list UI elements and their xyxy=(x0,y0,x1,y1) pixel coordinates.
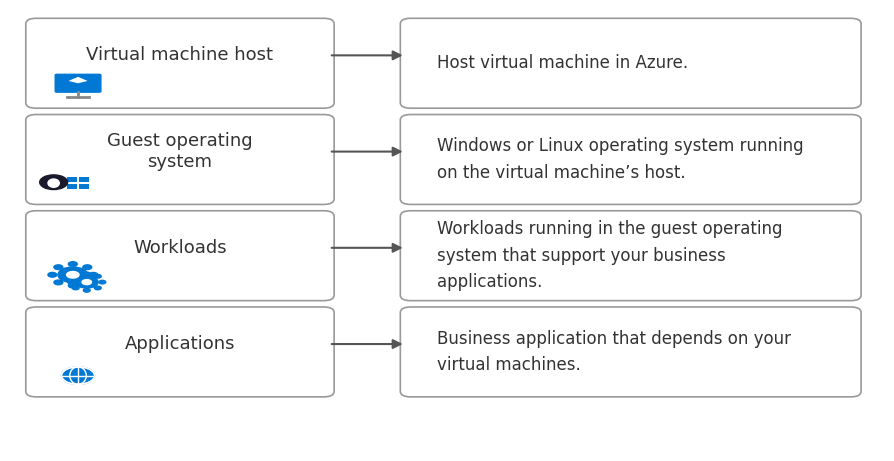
Circle shape xyxy=(95,286,101,290)
Ellipse shape xyxy=(48,179,59,187)
Circle shape xyxy=(39,175,68,189)
Text: Host virtual machine in Azure.: Host virtual machine in Azure. xyxy=(437,54,688,72)
Text: Applications: Applications xyxy=(124,335,235,353)
Circle shape xyxy=(66,272,79,278)
Text: Virtual machine host: Virtual machine host xyxy=(87,47,274,65)
FancyBboxPatch shape xyxy=(26,211,334,301)
Text: Guest operating
system: Guest operating system xyxy=(107,132,253,171)
Circle shape xyxy=(83,265,92,270)
Circle shape xyxy=(72,286,79,290)
Circle shape xyxy=(83,289,90,292)
FancyBboxPatch shape xyxy=(80,184,89,189)
FancyBboxPatch shape xyxy=(26,18,334,108)
Circle shape xyxy=(58,267,88,283)
Circle shape xyxy=(48,272,57,277)
Circle shape xyxy=(89,272,97,277)
FancyBboxPatch shape xyxy=(67,184,77,189)
Circle shape xyxy=(72,274,79,278)
Circle shape xyxy=(68,262,77,266)
Circle shape xyxy=(83,280,92,285)
Polygon shape xyxy=(69,77,88,83)
Circle shape xyxy=(68,280,74,284)
Circle shape xyxy=(82,280,91,284)
FancyBboxPatch shape xyxy=(26,307,334,397)
FancyBboxPatch shape xyxy=(26,114,334,204)
Circle shape xyxy=(54,265,63,270)
FancyBboxPatch shape xyxy=(401,211,861,301)
Text: Business application that depends on your
virtual machines.: Business application that depends on you… xyxy=(437,330,791,374)
Circle shape xyxy=(54,280,63,285)
Circle shape xyxy=(75,276,98,288)
Circle shape xyxy=(62,367,95,384)
Text: Windows or Linux operating system running
on the virtual machine’s host.: Windows or Linux operating system runnin… xyxy=(437,137,804,182)
FancyBboxPatch shape xyxy=(67,177,77,183)
Text: Workloads: Workloads xyxy=(133,239,227,257)
Circle shape xyxy=(83,272,90,276)
FancyBboxPatch shape xyxy=(401,307,861,397)
FancyBboxPatch shape xyxy=(401,18,861,108)
Circle shape xyxy=(68,283,77,288)
Circle shape xyxy=(95,274,101,278)
FancyBboxPatch shape xyxy=(401,114,861,204)
FancyBboxPatch shape xyxy=(55,74,102,93)
Text: Workloads running in the guest operating
system that support your business
appli: Workloads running in the guest operating… xyxy=(437,220,782,291)
FancyBboxPatch shape xyxy=(80,177,89,183)
Circle shape xyxy=(99,280,105,284)
